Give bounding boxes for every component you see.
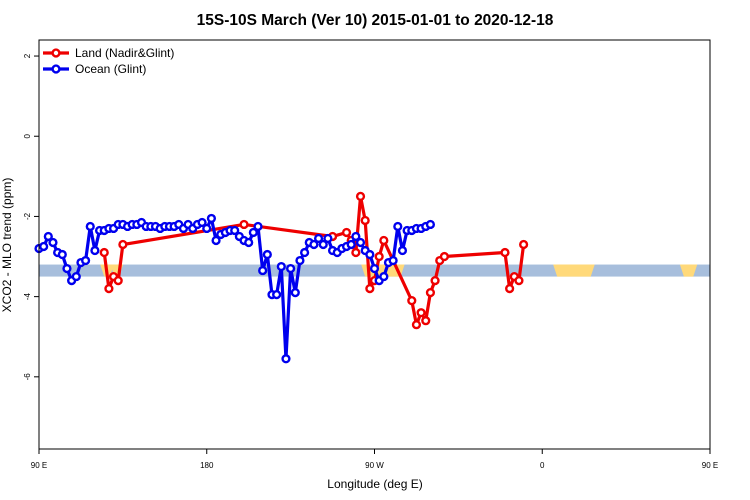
data-point <box>197 217 207 228</box>
data-point <box>272 290 282 300</box>
x-tick-label: 90 E <box>702 461 718 470</box>
data-point <box>351 231 361 242</box>
land-band <box>679 264 698 277</box>
x-tick-label: 180 <box>200 461 214 470</box>
data-point <box>258 265 268 276</box>
y-tick-label: -6 <box>23 373 32 381</box>
data-point <box>113 275 123 286</box>
data-point <box>295 255 305 266</box>
data-point <box>355 237 366 248</box>
y-axis-ticks: 2 0 -2 -4 -6 <box>23 53 39 380</box>
data-point <box>230 225 240 236</box>
plot-frame <box>38 39 711 450</box>
series-ocean <box>34 213 436 364</box>
data-point <box>341 227 352 238</box>
x-axis-ticks: 90 E 180 90 W 0 90 E <box>31 449 718 470</box>
data-point <box>379 235 389 246</box>
data-point <box>290 288 300 298</box>
land-band <box>553 264 595 277</box>
data-point <box>388 255 398 266</box>
data-point <box>281 354 291 364</box>
data-point <box>393 221 403 232</box>
data-point <box>39 241 49 252</box>
data-point <box>318 239 328 250</box>
data-point <box>514 275 524 286</box>
data-point <box>309 239 319 250</box>
chart-title: 15S-10S March (Ver 10) 2015-01-01 to 202… <box>197 12 554 29</box>
data-point <box>262 249 272 260</box>
data-point <box>85 221 95 232</box>
data-point <box>286 263 296 274</box>
x-tick-label: 90 E <box>31 461 47 470</box>
x-tick-label: 0 <box>540 461 545 470</box>
y-axis-label: XCO2 - MLO trend (ppm) <box>0 178 14 313</box>
data-point <box>421 316 431 326</box>
data-point <box>346 239 356 250</box>
data-point <box>71 271 81 282</box>
data-point <box>360 215 370 226</box>
data-point <box>248 227 258 238</box>
data-point <box>99 247 109 258</box>
data-point <box>439 251 449 262</box>
data-point <box>351 247 361 258</box>
x-axis-label: Longitude (deg E) <box>327 477 422 491</box>
legend-marker <box>51 48 61 58</box>
data-point <box>323 233 333 244</box>
data-point <box>239 219 249 230</box>
data-point <box>355 191 366 201</box>
data-point <box>374 251 384 262</box>
y-tick-label: 2 <box>23 53 32 58</box>
data-point <box>48 237 58 248</box>
data-point <box>104 284 114 294</box>
data-point <box>425 219 436 230</box>
data-point <box>300 247 310 258</box>
data-point <box>365 249 375 260</box>
data-point <box>505 284 515 294</box>
data-point <box>253 221 263 232</box>
data-point <box>43 231 53 242</box>
y-tick-label: -2 <box>23 212 32 220</box>
data-point <box>276 261 286 272</box>
legend: Land (Nadir&Glint) Ocean (Glint) <box>43 46 174 76</box>
legend-marker <box>51 64 61 74</box>
x-tick-label: 90 W <box>365 461 384 470</box>
data-point <box>365 284 375 294</box>
data-point <box>397 245 408 256</box>
data-point <box>430 275 440 286</box>
data-point <box>411 320 422 330</box>
data-point <box>313 233 324 244</box>
data-point <box>206 213 217 224</box>
data-point <box>425 288 436 298</box>
data-point <box>118 239 128 250</box>
data-point <box>416 308 426 318</box>
legend-label: Ocean (Glint) <box>75 62 146 76</box>
data-point <box>369 263 380 274</box>
data-point <box>90 245 100 256</box>
data-point <box>57 249 67 260</box>
data-point <box>62 263 72 274</box>
legend-label: Land (Nadir&Glint) <box>75 46 174 60</box>
series-line <box>102 194 526 327</box>
series-land <box>99 191 529 330</box>
data-point <box>80 255 91 266</box>
data-point <box>244 237 254 248</box>
data-point <box>202 223 212 234</box>
data-point <box>379 271 389 282</box>
y-tick-label: 0 <box>23 133 32 138</box>
data-point <box>407 296 417 306</box>
series-group <box>34 191 529 364</box>
data-point <box>519 239 529 250</box>
y-tick-label: -4 <box>23 293 32 301</box>
data-point <box>500 247 510 258</box>
data-point <box>211 235 221 246</box>
